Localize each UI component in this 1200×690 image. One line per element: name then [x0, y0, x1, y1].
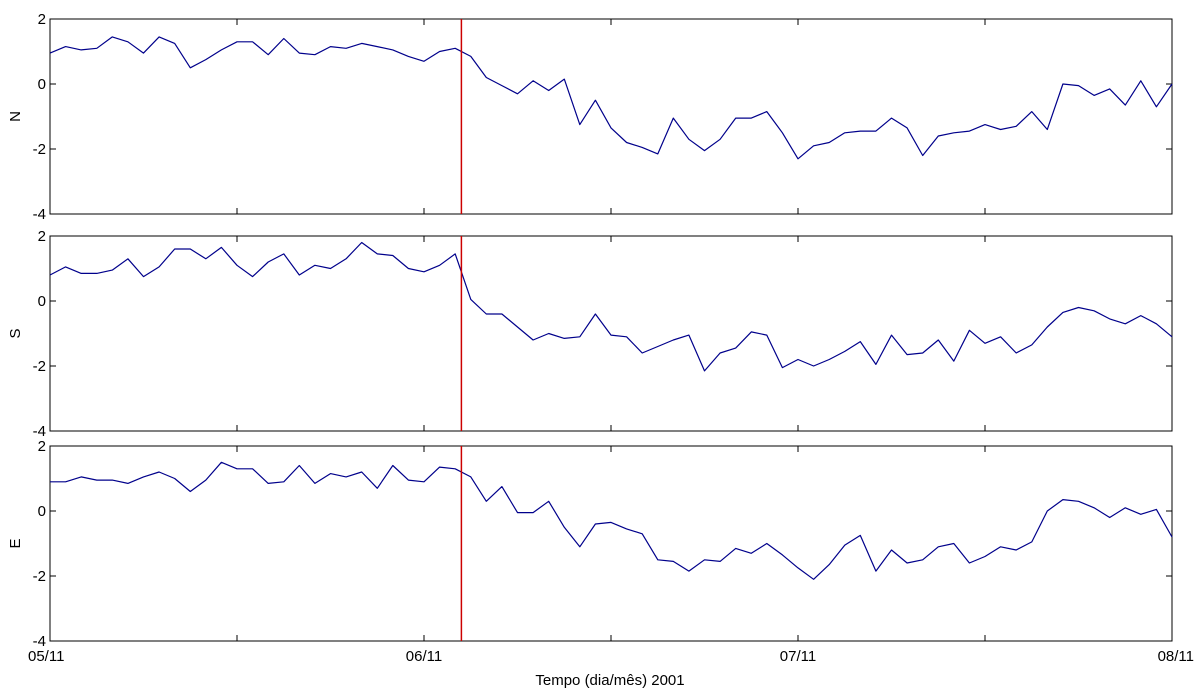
y-axis-label: E: [7, 538, 24, 548]
series-line: [50, 461, 1173, 580]
x-tick-label: 07/11: [780, 648, 816, 665]
y-tick-label: 2: [38, 438, 46, 455]
y-tick-label: -2: [33, 358, 46, 375]
y-tick-label: -4: [33, 423, 46, 440]
x-tick-label: 06/11: [406, 648, 442, 665]
panel-e: -4 -2 0 2 E: [7, 438, 1173, 650]
y-tick-label: -2: [33, 568, 46, 585]
y-tick-label: -4: [33, 633, 46, 650]
y-tick-label: -2: [33, 141, 46, 158]
series-line: [49, 36, 1173, 160]
y-tick-label: 2: [38, 11, 46, 28]
y-tick-label: 0: [38, 503, 46, 520]
y-tick-label: 2: [38, 228, 46, 245]
panel-n: -4 -2 0 2 N: [7, 11, 1173, 223]
y-axis-label: S: [7, 328, 24, 338]
plot-frame: [49, 445, 1173, 642]
x-tick-label: 08/11: [1158, 648, 1194, 665]
x-axis-label: Tempo (dia/mês) 2001: [535, 672, 684, 689]
series-line: [49, 241, 1173, 372]
y-tick-label: 0: [38, 293, 46, 310]
panel-s: -4 -2 0 2 S: [7, 228, 1173, 440]
y-tick-label: -4: [33, 206, 46, 223]
panels: -4 -2 0 2 N -4 -2 0 2 S -4 -2 0 2 E: [7, 11, 1173, 650]
y-axis-label: N: [7, 111, 24, 122]
plot-frame: [49, 235, 1173, 432]
x-tick-label: 05/11: [28, 648, 64, 665]
y-tick-label: 0: [38, 76, 46, 93]
plot-frame: [49, 18, 1173, 215]
x-axis: 05/11 06/11 07/11 08/11: [28, 648, 1194, 665]
